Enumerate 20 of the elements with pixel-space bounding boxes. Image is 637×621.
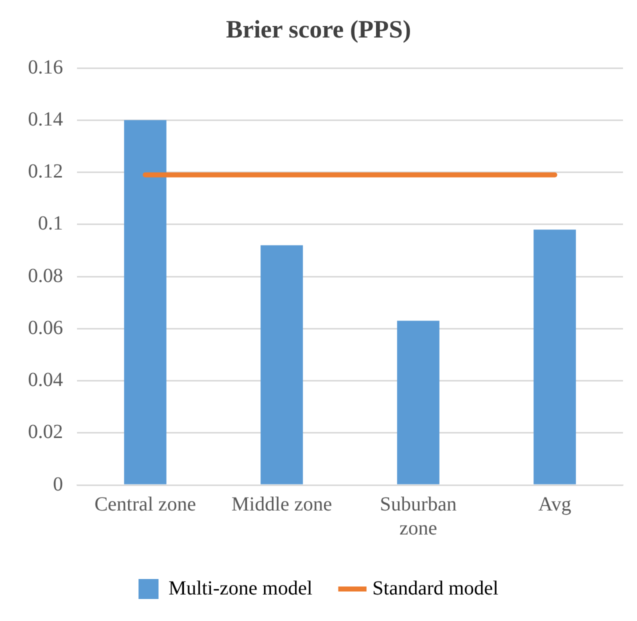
bar [260, 245, 303, 484]
legend-label: Multi-zone model [168, 577, 313, 600]
y-tick-label: 0 [53, 473, 63, 496]
x-tick-label: Central zone [94, 493, 196, 516]
legend-label: Standard model [372, 577, 499, 600]
y-tick-label: 0.12 [28, 160, 63, 182]
x-tick-label: Middle zone [231, 493, 332, 516]
bar [534, 230, 576, 484]
y-tick-label: 0.04 [28, 369, 63, 391]
y-tick-label: 0.14 [28, 108, 63, 130]
bar [397, 320, 440, 484]
chart-title: Brier score (PPS) [226, 16, 412, 44]
y-tick-label: 0.06 [28, 316, 63, 339]
y-tick-label: 0.16 [28, 56, 63, 78]
y-tick-label: 0.08 [28, 264, 63, 287]
y-tick-label: 0.1 [38, 212, 63, 235]
y-tick-label: 0.02 [28, 421, 63, 444]
bar [124, 120, 166, 484]
x-tick-label: Suburban zone [380, 493, 457, 540]
x-tick-label: Avg [538, 493, 572, 516]
